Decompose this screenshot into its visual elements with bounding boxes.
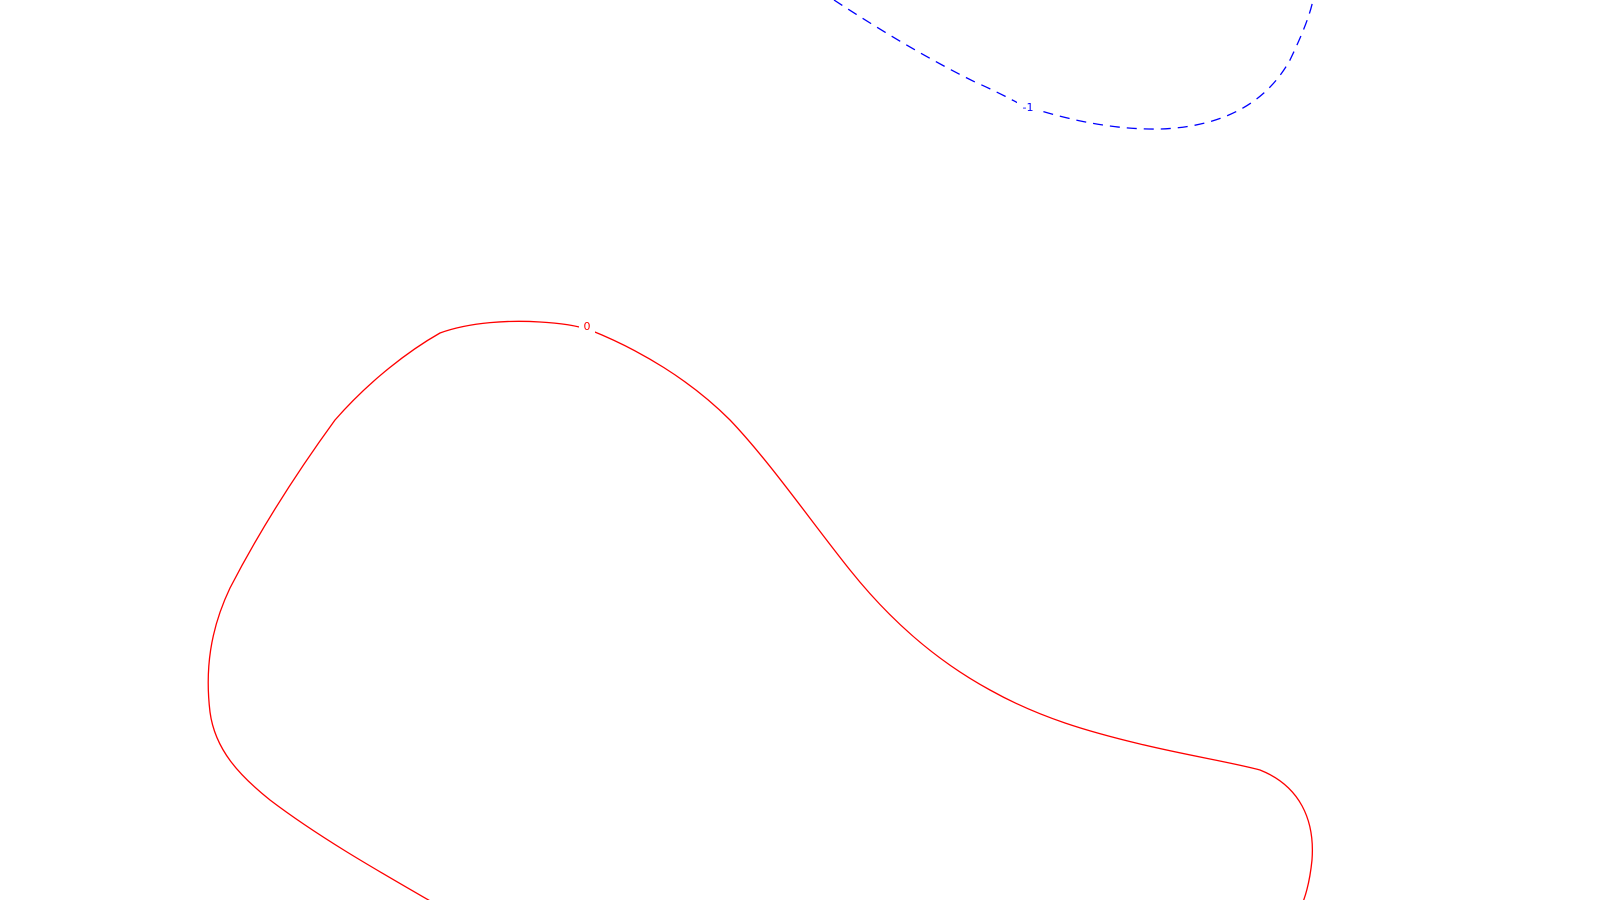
contour-label-0: 0 [584, 320, 591, 333]
contour-label-neg1: -1 [1023, 101, 1034, 114]
contour-label-bg-0 [579, 320, 595, 333]
contour-line-neg1 [833, 0, 1314, 130]
contour-label-bg-neg1 [1017, 101, 1039, 115]
